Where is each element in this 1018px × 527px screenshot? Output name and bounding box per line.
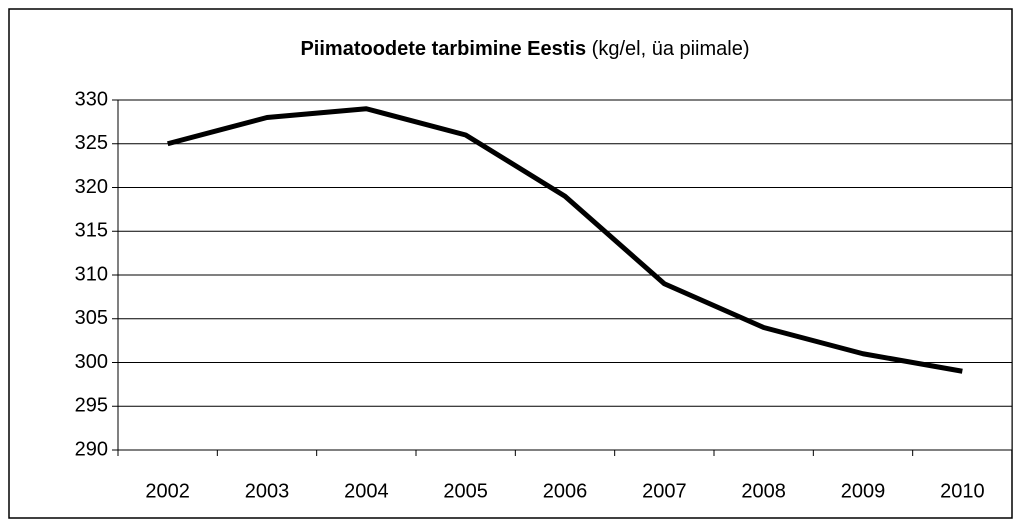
chart-title-line: Piimatoodete tarbimine Eestis (kg/el, üa… — [300, 38, 749, 60]
chart-title: Piimatoodete tarbimine Eestis — [300, 38, 586, 60]
y-tick-label: 305 — [75, 307, 108, 329]
y-tick-label: 330 — [75, 88, 108, 110]
x-tick-label: 2003 — [245, 480, 290, 502]
y-tick-label: 290 — [75, 438, 108, 460]
x-tick-label: 2002 — [145, 480, 190, 502]
x-tick-label: 2008 — [741, 480, 786, 502]
y-tick-label: 300 — [75, 351, 108, 373]
chart-subtitle: (kg/el, üa piimale) — [592, 38, 750, 60]
y-tick-label: 320 — [75, 176, 108, 198]
y-tick-label: 310 — [75, 263, 108, 285]
x-tick-label: 2004 — [344, 480, 389, 502]
y-tick-label: 315 — [75, 220, 108, 242]
x-tick-label: 2006 — [543, 480, 588, 502]
y-tick-label: 325 — [75, 132, 108, 154]
x-tick-label: 2007 — [642, 480, 687, 502]
x-tick-label: 2009 — [841, 480, 886, 502]
x-tick-label: 2005 — [443, 480, 488, 502]
x-tick-label: 2010 — [940, 480, 985, 502]
y-tick-label: 295 — [75, 395, 108, 417]
data-line — [167, 106, 963, 374]
